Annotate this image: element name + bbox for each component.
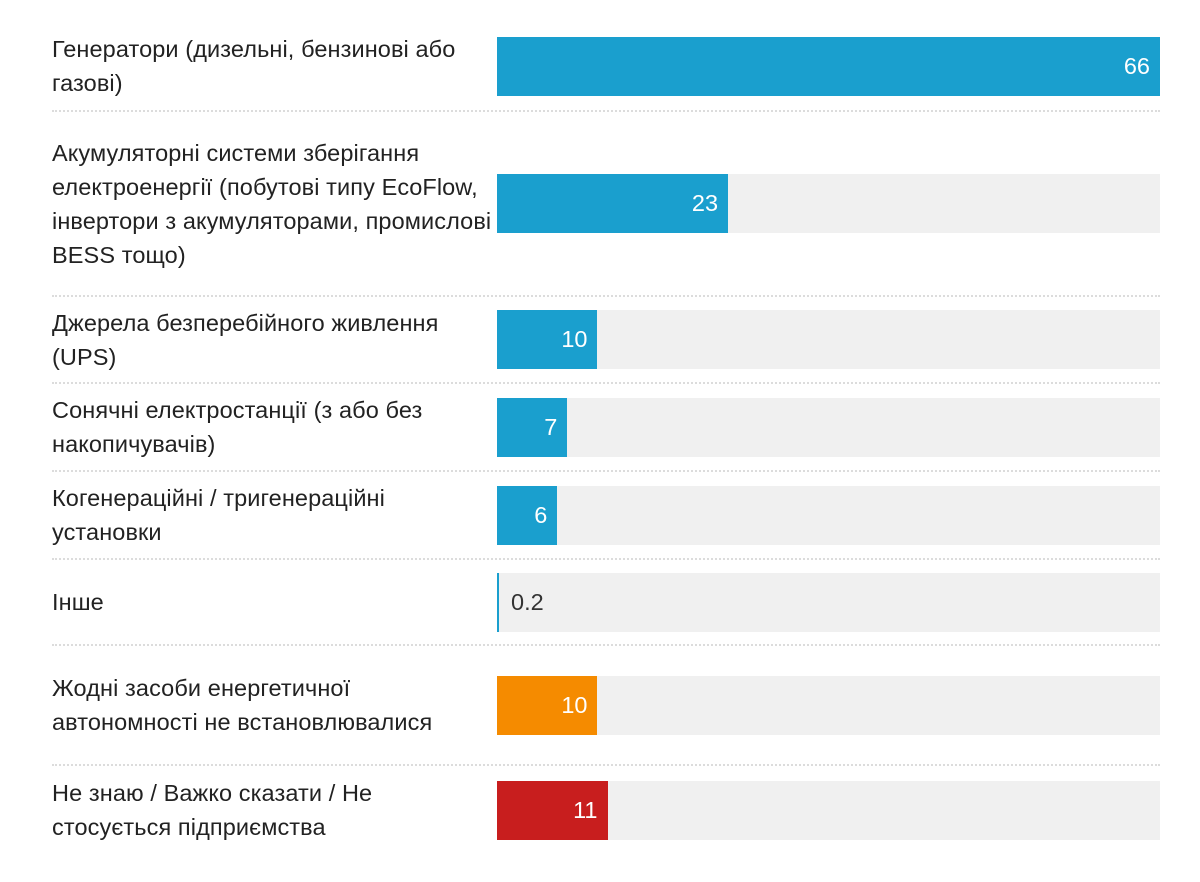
bar	[497, 572, 499, 632]
bar-row: Когенераційні / тригенераційні установки…	[52, 472, 1160, 560]
bar-row: Генератори (дизельні, бензинові або газо…	[52, 22, 1160, 112]
data-label: 11	[573, 796, 598, 823]
bar-row: Акумуляторні системи зберігання електрое…	[52, 112, 1160, 297]
bar	[497, 675, 598, 735]
horizontal-bar-chart: Генератори (дизельні, бензинові або газо…	[52, 22, 1160, 854]
bar	[497, 485, 558, 545]
bar-track: 0.2	[497, 572, 1160, 632]
bar-track: 10	[497, 310, 1160, 369]
category-label: Когенераційні / тригенераційні установки	[52, 485, 385, 545]
bar-track: 10	[497, 675, 1160, 735]
category-label: Інше	[52, 589, 104, 615]
bar-row: Джерела безперебійного живлення (UPS) 10	[52, 297, 1160, 384]
category-label: Жодні засоби енергетичної автономності н…	[52, 675, 433, 735]
data-label: 0.2	[511, 588, 544, 615]
bar-row: Жодні засоби енергетичної автономності н…	[52, 646, 1160, 766]
bar-track: 23	[497, 174, 1160, 233]
category-label: Акумуляторні системи зберігання електрое…	[52, 139, 492, 268]
bar	[497, 310, 598, 369]
bar	[497, 36, 1160, 96]
data-label: 7	[544, 413, 558, 440]
category-label: Джерела безперебійного живлення (UPS)	[52, 309, 439, 370]
bar	[497, 397, 568, 457]
data-label: 10	[561, 691, 588, 718]
bar	[497, 780, 608, 840]
bar-track: 11	[497, 780, 1160, 840]
data-label: 66	[1123, 52, 1150, 79]
category-label: Не знаю / Важко сказати / Не стосується …	[52, 780, 373, 840]
bar-row: Не знаю / Важко сказати / Не стосується …	[52, 766, 1160, 854]
bar-track: 7	[497, 397, 1160, 457]
category-label: Генератори (дизельні, бензинові або газо…	[52, 36, 456, 96]
bar-row: Сонячні електростанції (з або без накопи…	[52, 384, 1160, 472]
data-label: 6	[534, 501, 548, 528]
bar-track: 6	[497, 485, 1160, 545]
data-label: 10	[561, 326, 588, 352]
bar	[497, 174, 729, 233]
bar-row: Інше 0.2	[52, 560, 1160, 646]
data-label: 23	[691, 190, 719, 216]
category-label: Сонячні електростанції (з або без накопи…	[52, 397, 423, 457]
bar-track: 66	[497, 36, 1160, 96]
